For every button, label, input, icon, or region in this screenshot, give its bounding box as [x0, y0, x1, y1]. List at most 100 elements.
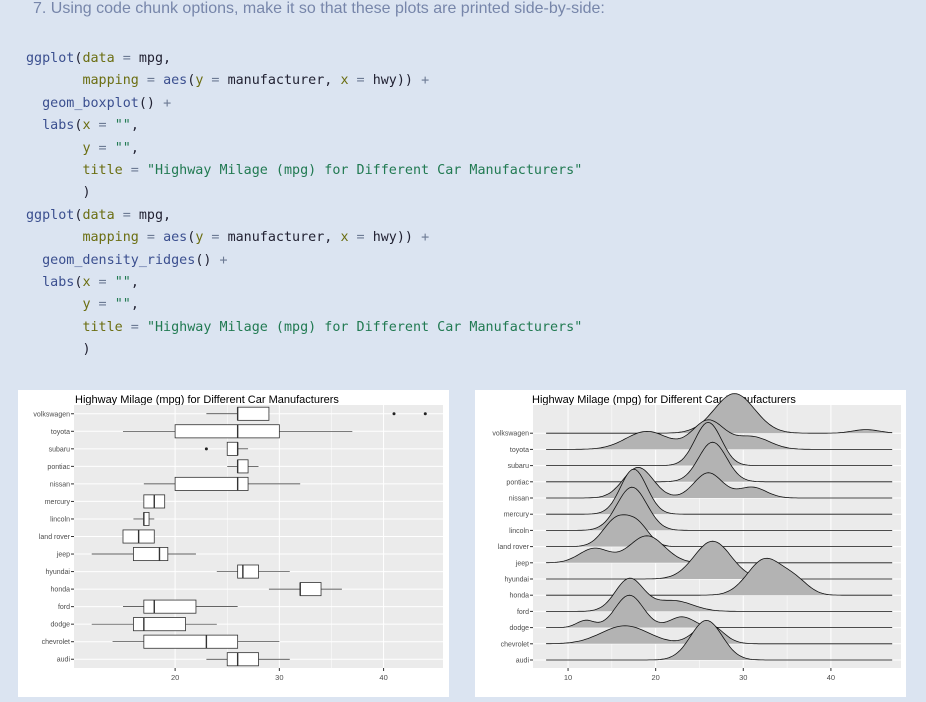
outlier-point — [204, 447, 208, 451]
ridge-honda — [546, 557, 893, 596]
code-line: title = "Highway Milage (mpg) for Differ… — [82, 319, 583, 335]
ridge-area — [546, 595, 893, 628]
y-tick-label: pontiac — [47, 464, 70, 471]
boxplot-figure: Highway Milage (mpg) for Different Car M… — [18, 390, 449, 697]
ridge-volkswagen — [546, 393, 893, 434]
box — [133, 617, 186, 632]
box — [237, 564, 259, 579]
code-block: ggplot(data = mpg, mapping = aes(y = man… — [26, 48, 582, 362]
y-tick-label: chevrolet — [501, 641, 529, 648]
y-tick-label: hyundai — [504, 577, 529, 584]
boxplot-dodge — [91, 617, 217, 632]
y-tick-label: jeep — [56, 552, 70, 559]
code-line: labs(x = "", — [42, 118, 139, 134]
y-tick-label: volkswagen — [492, 431, 529, 438]
ridge-hyundai — [546, 540, 893, 580]
boxplot-chevrolet — [112, 634, 280, 649]
y-tick-label: ford — [517, 609, 529, 616]
code-line: y = "", — [82, 297, 139, 313]
chart-title: Highway Milage (mpg) for Different Car M… — [75, 394, 339, 406]
ridge-audi — [546, 619, 893, 661]
box — [143, 634, 239, 649]
y-tick-label: jeep — [515, 560, 529, 567]
box — [174, 424, 280, 439]
ridge-line — [546, 466, 893, 499]
x-tick-label: 10 — [564, 673, 572, 682]
boxplot-jeep — [91, 547, 196, 562]
y-tick-label: subaru — [508, 463, 530, 470]
code-line: y = "", — [82, 140, 139, 156]
ridge-line — [546, 557, 893, 596]
box — [174, 476, 249, 491]
ridge-line — [546, 619, 893, 661]
x-tick-label: 20 — [651, 673, 659, 682]
ridge-line — [546, 468, 893, 515]
boxplot-lincoln — [133, 511, 155, 526]
ridgeline-figure: Highway Milage (mpg) for Different Car M… — [475, 390, 906, 697]
box — [143, 599, 197, 614]
x-tick-label: 30 — [739, 673, 747, 682]
ridge-area — [546, 620, 893, 660]
y-tick-label: nissan — [509, 496, 529, 503]
ridge-line — [546, 623, 893, 645]
boxplot-land-rover — [122, 529, 155, 544]
ridge-line — [546, 577, 893, 612]
chart-title: Highway Milage (mpg) for Different Car M… — [532, 394, 796, 406]
y-tick-label: chevrolet — [42, 639, 70, 646]
ridge-area — [546, 541, 893, 579]
ridge-subaru — [546, 421, 893, 466]
ridge-line — [546, 594, 893, 628]
boxplot-pontiac — [227, 459, 259, 474]
code-line: mapping = aes(y = manufacturer, x = hwy)… — [82, 230, 430, 246]
code-line: ggplot(data = mpg, — [26, 207, 172, 223]
ridge-area — [546, 535, 893, 563]
box — [143, 511, 150, 526]
ridge-area — [546, 442, 893, 482]
ridge-line — [546, 393, 893, 434]
box — [226, 652, 259, 667]
ridge-line — [546, 540, 893, 580]
boxplot-hyundai — [216, 564, 290, 579]
y-tick-label: toyota — [51, 429, 70, 436]
y-tick-label: honda — [510, 593, 530, 600]
ridge-dodge — [546, 594, 893, 628]
ridge-line — [546, 486, 893, 531]
code-line: title = "Highway Milage (mpg) for Differ… — [82, 163, 583, 179]
y-tick-label: dodge — [51, 622, 71, 629]
code-line: labs(x = "", — [42, 275, 139, 291]
code-line: ) — [82, 342, 91, 358]
box — [237, 459, 249, 474]
ridge-area — [546, 558, 893, 596]
boxplot-toyota — [122, 424, 353, 439]
box — [299, 582, 322, 597]
ridge-area — [546, 422, 893, 466]
boxplot-chart: Highway Milage (mpg) for Different Car M… — [33, 394, 443, 682]
y-tick-label: land rover — [39, 534, 71, 541]
y-tick-label: volkswagen — [33, 411, 70, 418]
code-line: ggplot(data = mpg, — [26, 51, 172, 66]
y-tick-label: audi — [57, 657, 71, 664]
y-tick-label: lincoln — [50, 516, 70, 523]
boxplot-honda — [268, 582, 342, 597]
boxplot-subaru — [204, 441, 249, 456]
y-tick-label: honda — [51, 587, 71, 594]
y-tick-label: audi — [516, 658, 530, 665]
box — [226, 441, 239, 456]
ridge-pontiac — [546, 441, 893, 483]
ridge-area — [546, 514, 893, 547]
boxplot-volkswagen — [206, 406, 427, 421]
y-tick-label: lincoln — [509, 528, 529, 535]
box — [133, 547, 169, 562]
boxplot-mercury — [143, 494, 166, 509]
y-tick-label: pontiac — [506, 479, 529, 486]
y-tick-label: mercury — [45, 499, 71, 506]
ridge-area — [546, 393, 893, 434]
boxplot-audi — [206, 652, 290, 667]
x-tick-label: 40 — [379, 673, 387, 682]
x-tick-label: 40 — [827, 673, 835, 682]
x-tick-label: 20 — [171, 673, 179, 682]
ridge-line — [546, 441, 893, 483]
boxplot-nissan — [143, 476, 301, 491]
exercise-heading: 7. Using code chunk options, make it so … — [33, 0, 605, 17]
outlier-point — [423, 412, 427, 416]
